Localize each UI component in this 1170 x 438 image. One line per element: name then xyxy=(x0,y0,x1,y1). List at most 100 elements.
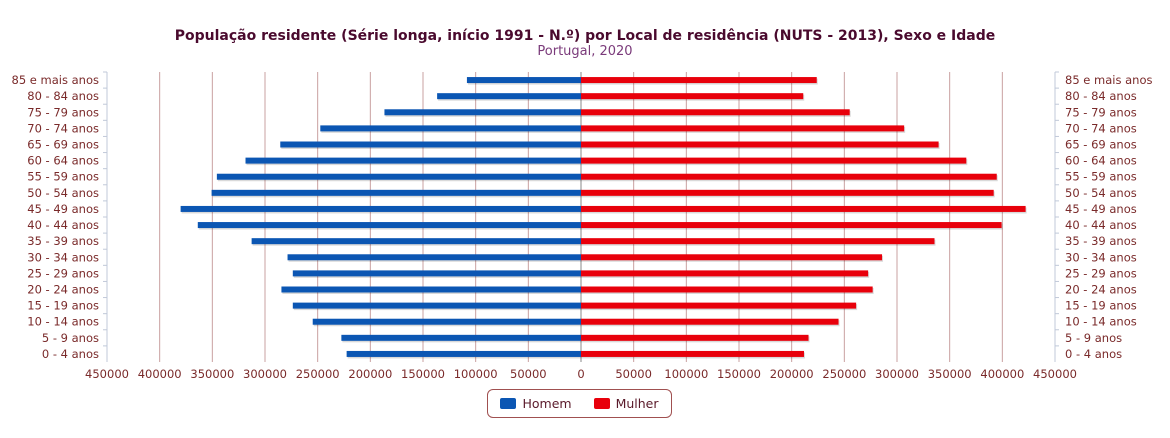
x-tick-label: 0 xyxy=(577,367,584,381)
y-label-right: 55 - 59 anos xyxy=(1065,170,1137,184)
bar-homem xyxy=(211,189,581,196)
chart-subtitle: Portugal, 2020 xyxy=(537,44,633,59)
legend-swatch-homem xyxy=(500,398,517,409)
x-tick-label: 50000 xyxy=(615,367,652,381)
bar-mulher xyxy=(581,286,873,293)
y-label-left: 70 - 74 anos xyxy=(27,121,99,135)
y-label-right: 5 - 9 anos xyxy=(1065,331,1122,345)
bar-mulher xyxy=(581,334,809,341)
y-label-right: 20 - 24 anos xyxy=(1065,283,1137,297)
y-label-right: 80 - 84 anos xyxy=(1065,89,1137,103)
bar-homem xyxy=(287,254,581,261)
legend-item-homem[interactable]: Homem xyxy=(500,396,572,411)
y-label-right: 85 e mais anos xyxy=(1065,73,1152,87)
x-tick-label: 450000 xyxy=(85,367,129,381)
y-label-left: 25 - 29 anos xyxy=(27,266,99,280)
bar-homem xyxy=(320,125,581,132)
x-tick-label: 250000 xyxy=(822,367,866,381)
y-label-left: 30 - 34 anos xyxy=(27,250,99,264)
bar-mulher xyxy=(581,222,1002,229)
chart-title: População residente (Série longa, início… xyxy=(174,28,996,44)
x-tick-label: 200000 xyxy=(770,367,814,381)
bar-mulher xyxy=(581,205,1026,212)
y-label-left: 85 e mais anos xyxy=(12,73,99,87)
bar-homem xyxy=(312,318,581,325)
y-label-right: 60 - 64 anos xyxy=(1065,154,1137,168)
y-label-left: 20 - 24 anos xyxy=(27,283,99,297)
bar-mulher xyxy=(581,125,905,132)
y-label-right: 50 - 54 anos xyxy=(1065,186,1137,200)
legend: Homem Mulher xyxy=(487,389,672,418)
bar-mulher xyxy=(581,350,804,357)
bar-homem xyxy=(180,205,582,212)
bar-mulher xyxy=(581,318,839,325)
y-label-right: 10 - 14 anos xyxy=(1065,315,1137,329)
legend-label-homem: Homem xyxy=(522,396,572,411)
y-label-left: 65 - 69 anos xyxy=(27,138,99,152)
y-label-right: 35 - 39 anos xyxy=(1065,234,1137,248)
bar-homem xyxy=(384,109,581,116)
x-tick-label: 400000 xyxy=(980,367,1024,381)
bar-mulher xyxy=(581,93,804,100)
y-label-left: 80 - 84 anos xyxy=(27,89,99,103)
bar-homem xyxy=(281,286,581,293)
bar-homem xyxy=(341,334,581,341)
x-tick-label: 300000 xyxy=(243,367,287,381)
y-label-right: 0 - 4 anos xyxy=(1065,347,1122,361)
y-label-right: 65 - 69 anos xyxy=(1065,138,1137,152)
legend-swatch-mulher xyxy=(593,398,610,409)
bar-homem xyxy=(466,77,581,84)
y-label-left: 40 - 44 anos xyxy=(27,218,99,232)
bar-homem xyxy=(292,302,581,309)
x-tick-label: 450000 xyxy=(1033,367,1077,381)
y-label-left: 75 - 79 anos xyxy=(27,105,99,119)
bar-mulher xyxy=(581,173,997,180)
bar-homem xyxy=(346,350,581,357)
y-label-left: 5 - 9 anos xyxy=(42,331,99,345)
x-tick-label: 400000 xyxy=(138,367,182,381)
y-label-right: 40 - 44 anos xyxy=(1065,218,1137,232)
legend-item-mulher[interactable]: Mulher xyxy=(593,396,659,411)
y-label-left: 45 - 49 anos xyxy=(27,202,99,216)
x-tick-label: 350000 xyxy=(928,367,972,381)
bar-mulher xyxy=(581,157,967,164)
bar-mulher xyxy=(581,141,939,148)
y-label-left: 35 - 39 anos xyxy=(27,234,99,248)
x-tick-label: 100000 xyxy=(664,367,708,381)
y-label-right: 15 - 19 anos xyxy=(1065,299,1137,313)
bar-homem xyxy=(245,157,581,164)
y-label-right: 70 - 74 anos xyxy=(1065,121,1137,135)
bar-mulher xyxy=(581,189,994,196)
x-tick-label: 250000 xyxy=(296,367,340,381)
bar-homem xyxy=(292,270,581,277)
x-tick-label: 300000 xyxy=(875,367,919,381)
bar-homem xyxy=(280,141,581,148)
x-tick-label: 100000 xyxy=(454,367,498,381)
y-label-right: 45 - 49 anos xyxy=(1065,202,1137,216)
y-label-right: 75 - 79 anos xyxy=(1065,105,1137,119)
y-label-left: 10 - 14 anos xyxy=(27,315,99,329)
y-label-left: 55 - 59 anos xyxy=(27,170,99,184)
x-tick-label: 50000 xyxy=(510,367,547,381)
bar-homem xyxy=(216,173,581,180)
y-label-left: 0 - 4 anos xyxy=(42,347,99,361)
bar-mulher xyxy=(581,109,850,116)
bar-mulher xyxy=(581,302,857,309)
y-label-left: 15 - 19 anos xyxy=(27,299,99,313)
x-tick-label: 200000 xyxy=(348,367,392,381)
y-label-left: 60 - 64 anos xyxy=(27,154,99,168)
bar-mulher xyxy=(581,270,869,277)
x-tick-label: 150000 xyxy=(401,367,445,381)
x-tick-label: 350000 xyxy=(190,367,234,381)
bar-mulher xyxy=(581,77,817,84)
x-tick-label: 150000 xyxy=(717,367,761,381)
y-label-left: 50 - 54 anos xyxy=(27,186,99,200)
bar-homem xyxy=(251,238,581,245)
bar-mulher xyxy=(581,238,935,245)
bar-homem xyxy=(437,93,581,100)
legend-label-mulher: Mulher xyxy=(615,396,659,411)
y-label-right: 30 - 34 anos xyxy=(1065,250,1137,264)
bar-mulher xyxy=(581,254,883,261)
